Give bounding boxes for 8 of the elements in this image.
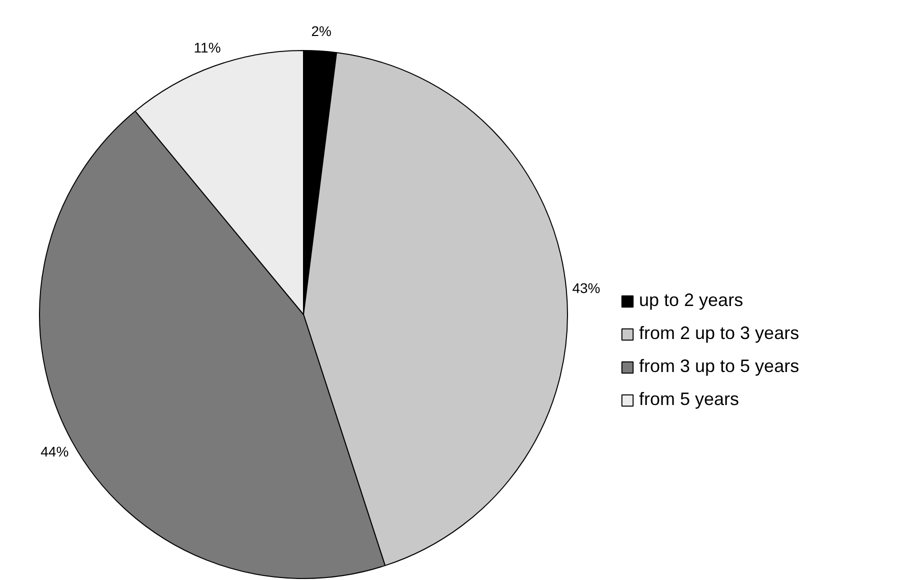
data-label: 11%: [194, 39, 221, 56]
data-label: 43%: [572, 280, 600, 296]
legend-label: from 2 up to 3 years: [639, 323, 800, 344]
data-label: 44%: [40, 443, 69, 460]
data-label: 2%: [311, 23, 332, 40]
legend-label: from 5 years: [639, 389, 740, 410]
legend-label: from 3 up to 5 years: [639, 356, 800, 377]
legend-label: up to 2 years: [639, 290, 744, 311]
